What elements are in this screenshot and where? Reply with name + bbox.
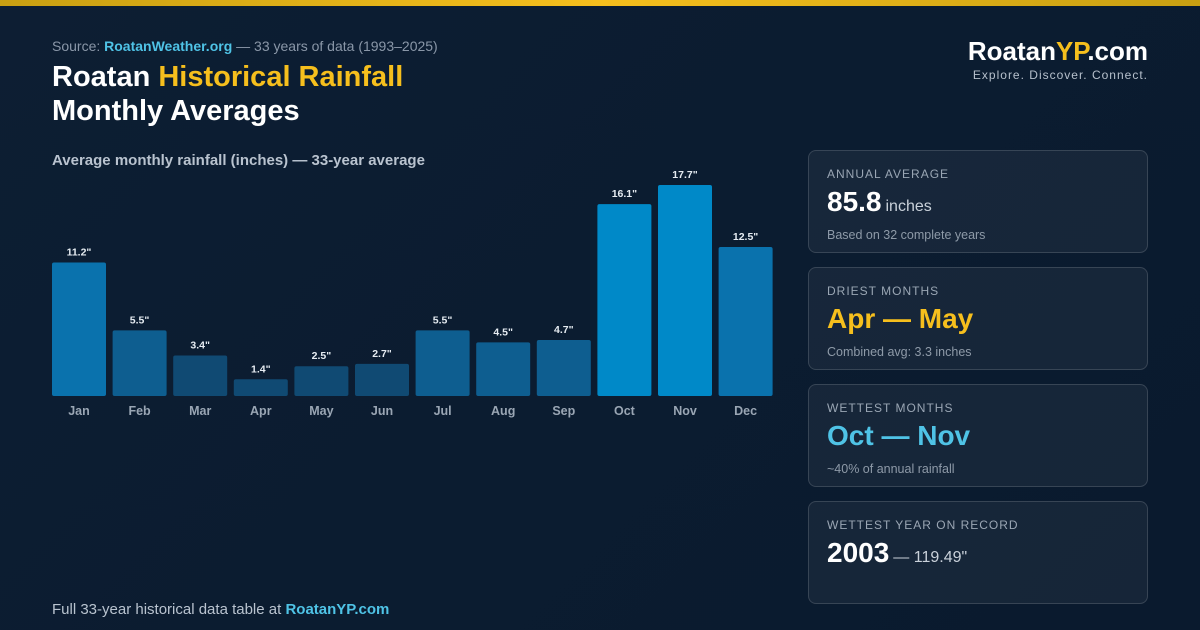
bar-value-label: 12.5"	[733, 231, 758, 243]
x-tick-label: Jun	[371, 404, 393, 418]
x-tick-label: May	[309, 404, 333, 418]
card-note: Based on 32 complete years	[827, 228, 986, 242]
bar-mar	[173, 355, 228, 396]
stats-cards: Annual Average 85.8 inches Based on 32 co…	[808, 150, 1148, 618]
bar-nov	[658, 185, 712, 396]
bar-may	[294, 366, 349, 396]
card-label: Wettest Year on Record	[827, 518, 1019, 532]
bar-apr	[233, 379, 288, 396]
brand-name-suffix: .com	[1087, 36, 1148, 66]
title-line2: Monthly Averages	[52, 95, 300, 127]
x-tick-label: Sep	[552, 404, 575, 418]
card-value-row: Apr — May	[827, 302, 1129, 341]
bar-value-label: 1.4"	[251, 363, 271, 375]
bar-value-label: 2.5"	[312, 350, 332, 362]
bar-value-label: 11.2"	[67, 246, 92, 258]
card-value: Oct — Nov	[827, 420, 971, 451]
footer-note: Full 33-year historical data table at Ro…	[52, 601, 389, 618]
bar-feb	[112, 330, 167, 396]
card-value: 2003	[827, 537, 890, 568]
x-tick-label: Dec	[734, 404, 757, 418]
bar-dec	[718, 246, 773, 396]
stat-card-annual-average: Annual Average 85.8 inches Based on 32 co…	[808, 150, 1148, 253]
card-unit: inches	[885, 198, 932, 215]
top-accent-bar	[0, 0, 1200, 6]
page-title: Roatan Historical Rainfall Monthly Avera…	[52, 60, 403, 128]
rainfall-bar-chart: 11.2" Jan 5.5" Feb 3.4" Mar 1.4" Apr 2.5" May 2.7"…	[52, 169, 773, 418]
source-prefix: Source:	[52, 38, 105, 54]
card-value-row: Oct — Nov	[827, 419, 1129, 458]
x-tick-label: Feb	[128, 404, 151, 418]
brand-tagline: Explore. Discover. Connect.	[972, 68, 1148, 82]
x-tick-label: Nov	[673, 404, 697, 418]
card-value-row: 85.8 inches	[827, 185, 1129, 224]
title-part1: Roatan	[52, 61, 159, 93]
brand-name: RoatanYP.com	[968, 36, 1148, 66]
stat-card-driest-months: Driest Months Apr — May Combined avg: 3.…	[808, 267, 1148, 370]
card-note: ~40% of annual rainfall	[827, 462, 955, 476]
footer-text: Full 33-year historical data table at	[52, 601, 286, 618]
source-site-link[interactable]: RoatanWeather.org	[104, 38, 233, 54]
card-label: Wettest Months	[827, 401, 954, 415]
card-value-row: 2003— 119.49"	[827, 536, 1129, 575]
chart-title: Average monthly rainfall (inches) — 33-y…	[52, 152, 425, 169]
title-accent: Historical Rainfall	[158, 61, 404, 93]
card-label: Annual Average	[827, 167, 950, 181]
brand-name-accent: YP	[1055, 36, 1088, 66]
card-value: 85.8	[827, 186, 882, 217]
brand-name-main: Roatan	[967, 36, 1056, 66]
bar-jul	[415, 330, 470, 396]
stat-card-wettest-months: Wettest Months Oct — Nov ~40% of annual …	[808, 384, 1148, 487]
card-label: Driest Months	[827, 284, 940, 298]
bar-value-label: 5.5"	[130, 314, 150, 326]
stat-card-wettest-year: Wettest Year on Record 2003— 119.49"	[808, 501, 1148, 604]
bar-oct	[597, 204, 652, 396]
brand-logo[interactable]: RoatanYP.com Explore. Discover. Connect.	[968, 36, 1148, 82]
bar-value-label: 17.7"	[672, 169, 697, 181]
bar-jun	[355, 363, 409, 396]
x-tick-label: Apr	[250, 404, 272, 418]
card-value: Apr — May	[827, 303, 974, 334]
bar-value-label: 16.1"	[612, 188, 637, 200]
card-note: Combined avg: 3.3 inches	[827, 345, 972, 359]
bar-sep	[536, 339, 591, 396]
bar-aug	[476, 342, 531, 396]
x-tick-label: Jul	[434, 404, 452, 418]
bar-value-label: 3.4"	[190, 339, 210, 351]
bar-value-label: 4.5"	[493, 326, 513, 338]
x-tick-label: Oct	[614, 404, 636, 418]
bar-value-label: 5.5"	[433, 314, 453, 326]
x-tick-label: Jan	[68, 404, 90, 418]
x-tick-label: Aug	[491, 404, 515, 418]
bar-jan	[52, 262, 106, 396]
x-tick-label: Mar	[189, 404, 211, 418]
source-suffix: — 33 years of data (1993–2025)	[232, 38, 438, 54]
footer-site-link[interactable]: RoatanYP.com	[285, 601, 390, 618]
bar-value-label: 4.7"	[554, 324, 574, 336]
bar-value-label: 2.7"	[372, 348, 392, 360]
card-unit: — 119.49"	[893, 549, 968, 566]
source-line: Source: RoatanWeather.org — 33 years of …	[52, 38, 438, 54]
